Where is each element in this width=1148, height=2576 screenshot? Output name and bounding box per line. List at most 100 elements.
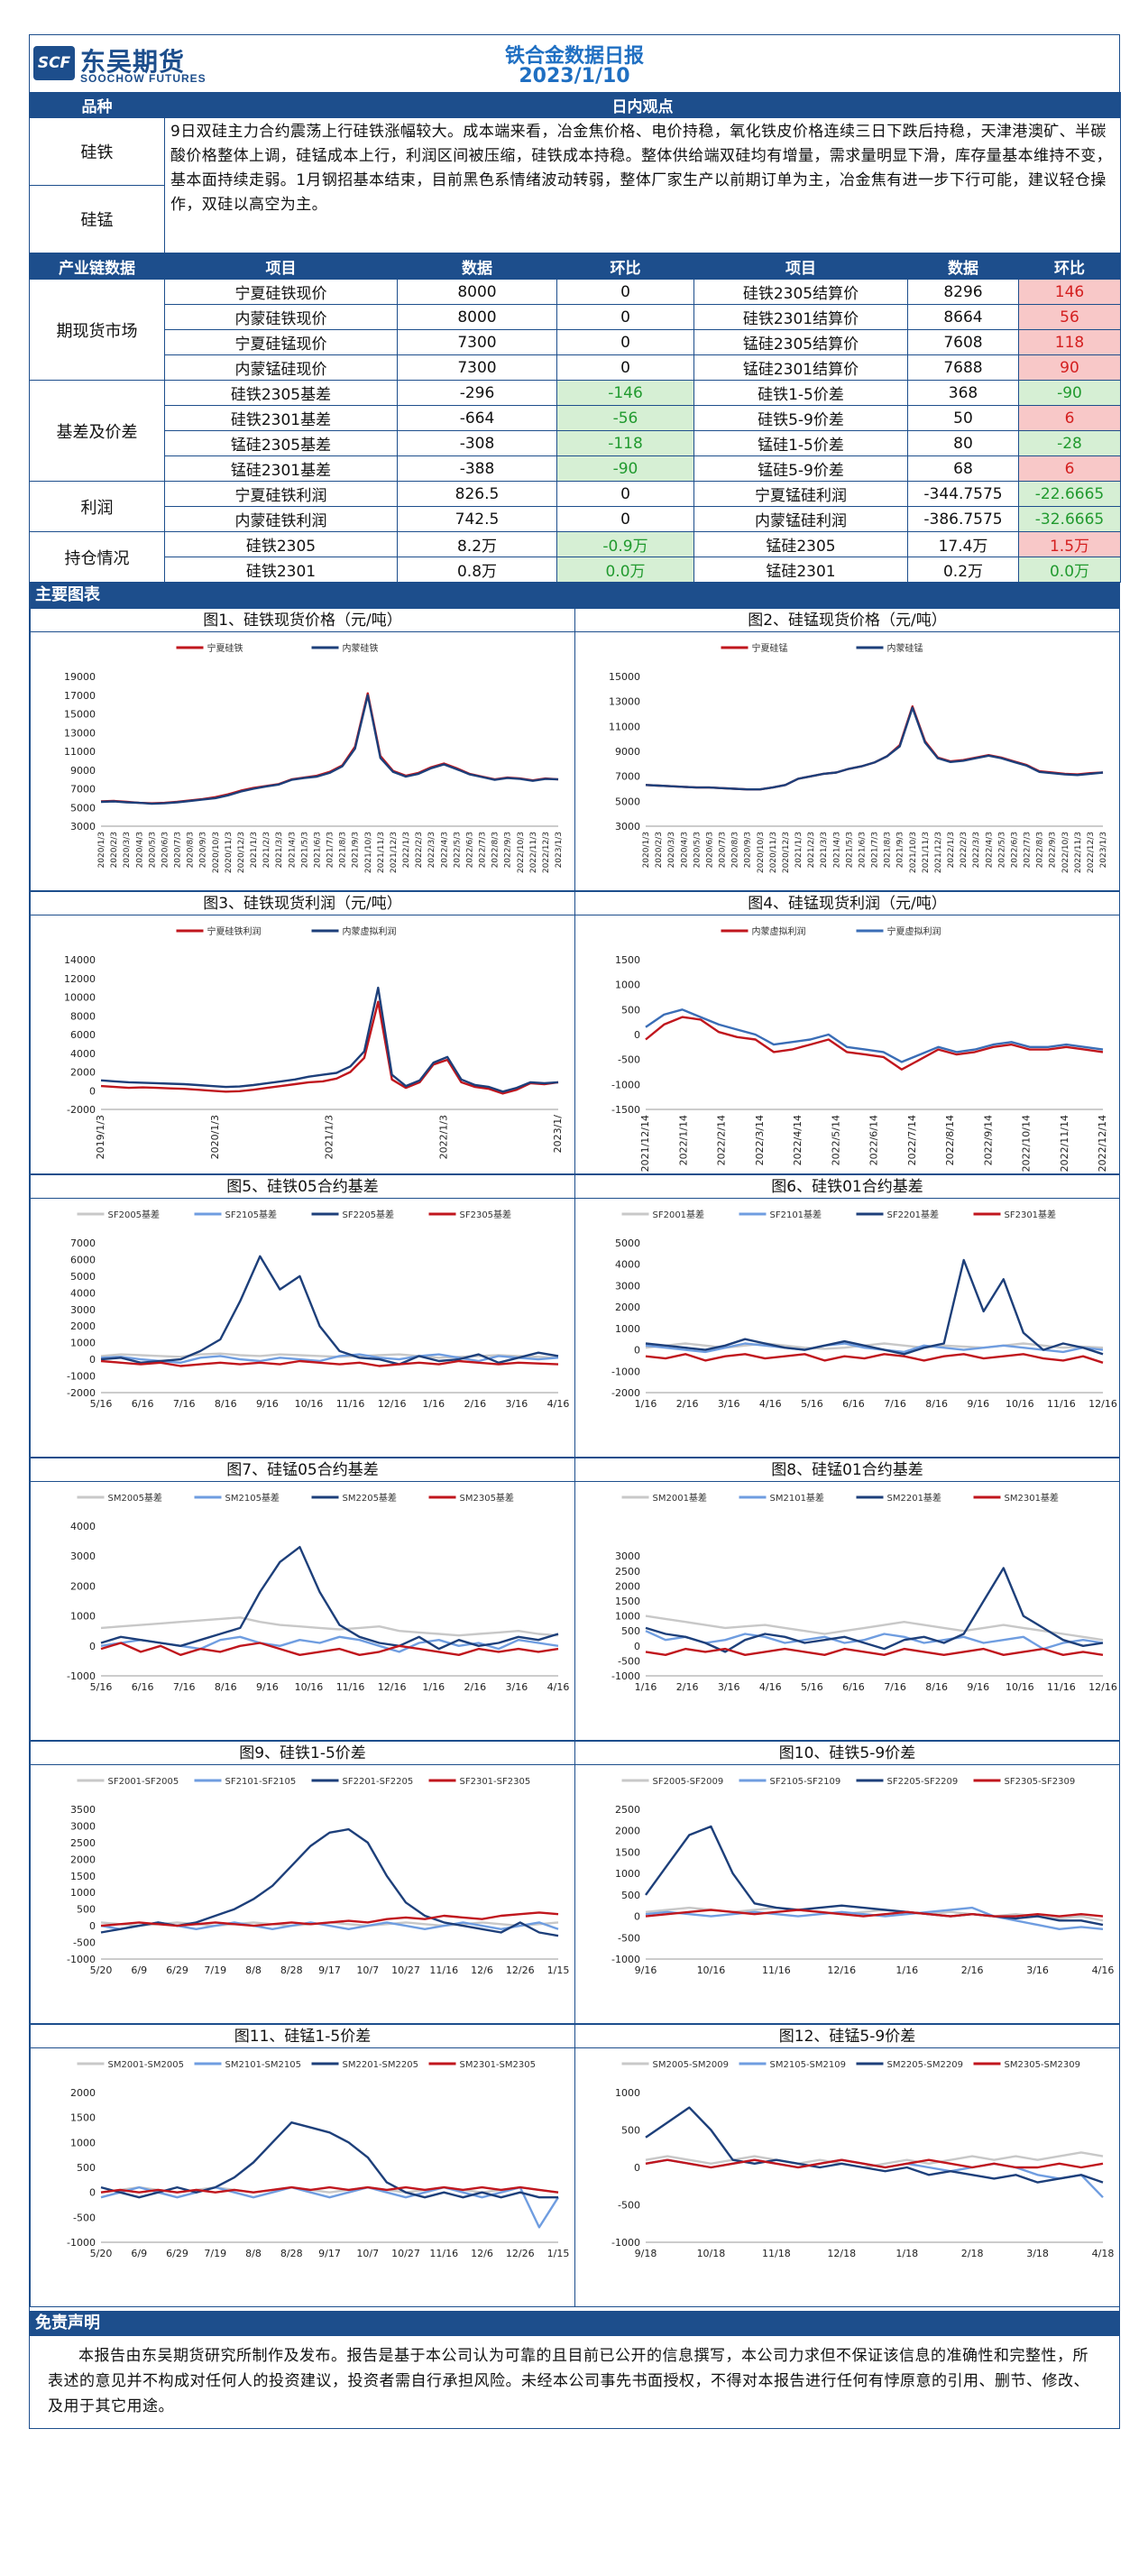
x-tick-label: 6/9	[131, 1964, 147, 1976]
group-label: 期现货市场	[29, 279, 165, 381]
legend-label: SM2101基差	[770, 1492, 824, 1504]
x-tick-label: 11/16	[429, 2248, 458, 2259]
item-name: 锰硅5-9价差	[693, 455, 908, 482]
x-tick-label: 2022/5/3	[997, 832, 1006, 868]
legend-label: SM2005基差	[108, 1492, 162, 1504]
y-tick-label: -500	[618, 1655, 640, 1667]
x-tick-label: 2022/11/3	[529, 832, 538, 873]
x-tick-label: 8/16	[215, 1398, 237, 1410]
y-tick-label: -500	[73, 1937, 96, 1949]
x-tick-label: 12/26	[506, 1964, 535, 1976]
chart-title: 图1、硅铁现货价格（元/吨）	[31, 609, 574, 632]
x-tick-label: 10/7	[356, 1964, 379, 1976]
data-table: 产业链数据 项目 数据 环比 项目 数据 环比 期现货市场 宁夏硅铁现价 8000 0 硅铁2305…	[29, 253, 1121, 583]
chart-panel: 图4、硅锰现货利润（元/吨） 内蒙虚拟利润 宁夏虚拟利润 -1500 -1000 -500…	[574, 891, 1120, 1174]
y-tick-label: 500	[77, 2162, 96, 2174]
y-tick-label: 6000	[70, 1254, 96, 1265]
x-tick-label: 2022/1/14	[677, 1115, 689, 1165]
item-change: -0.9万	[556, 531, 694, 557]
x-tick-label: 1/16	[895, 1964, 918, 1976]
x-tick-label: 1/16	[422, 1398, 445, 1410]
legend-item: SM2005基差	[77, 1492, 162, 1504]
legend-item: 内蒙硅铁	[311, 642, 379, 654]
x-tick-label: 4/16	[547, 1398, 570, 1410]
legend-label: SM2205基差	[343, 1492, 397, 1504]
charts-section-title: 主要图表	[29, 583, 1120, 608]
y-tick-label: 500	[621, 1625, 640, 1637]
y-tick-label: 7000	[615, 771, 640, 783]
data-row: 内蒙硅铁利润 742.5 0 内蒙锰硅利润 -386.7575 -32.6665	[30, 506, 1121, 532]
line-chart: SF2005-SF2009 SF2105-SF2109 SF2205-SF2209 S…	[611, 1777, 1114, 1976]
legend-item: 内蒙虚拟利润	[311, 925, 397, 937]
y-tick-label: 15000	[64, 709, 96, 721]
item-name: 内蒙硅铁利润	[164, 506, 398, 532]
data-col-header: 环比	[1018, 253, 1121, 280]
line-chart: 宁夏硅铁利润 内蒙虚拟利润 -2000 0 2000 4000 6000 8000 10000 1…	[64, 925, 564, 1159]
x-tick-label: 11/16	[336, 1681, 365, 1693]
item-name: 锰硅2305基差	[164, 430, 398, 456]
x-tick-label: 2023/1/3	[555, 832, 564, 868]
report-header: SCF 东吴期货 SOOCHOW FUTURES 铁合金数据日报 2023/1/…	[29, 34, 1120, 92]
legend-label: SM2101-SM2105	[225, 2060, 301, 2070]
x-tick-label: 2022/8/14	[944, 1115, 956, 1165]
item-name: 锰硅2301	[693, 557, 908, 583]
x-tick-label: 10/16	[1006, 1398, 1034, 1410]
series-line	[100, 1255, 559, 1366]
legend-item: SM2105-SM2109	[739, 2060, 846, 2070]
series-line	[645, 706, 1104, 791]
x-tick-label: 4/16	[759, 1681, 782, 1693]
x-tick-label: 3/16	[506, 1681, 528, 1693]
item-value: 17.4万	[907, 531, 1019, 557]
opinion-row-2: 硅锰	[29, 185, 1121, 253]
x-tick-label: 2021/10/3	[364, 832, 373, 873]
item-change: 0	[556, 304, 694, 330]
x-tick-label: 5/20	[90, 2248, 113, 2259]
report-page: SCF 东吴期货 SOOCHOW FUTURES 铁合金数据日报 2023/1/…	[29, 34, 1121, 2429]
legend-label: SM2001基差	[653, 1492, 707, 1504]
item-name: 宁夏硅铁现价	[164, 279, 398, 305]
y-tick-label: -1000	[67, 1954, 96, 1965]
x-tick-label: 2021/7/3	[871, 832, 880, 868]
chart-title: 图4、硅锰现货利润（元/吨）	[575, 892, 1119, 915]
y-tick-label: 15000	[609, 671, 640, 683]
x-tick-label: 9/17	[318, 1964, 341, 1976]
x-tick-label: 2022/5/3	[453, 832, 462, 868]
chart-panel: 图10、硅铁5-9价差 SF2005-SF2009 SF2105-SF2109 SF2…	[574, 1741, 1120, 2024]
item-change: 56	[1018, 304, 1121, 330]
y-tick-label: 1500	[615, 1596, 640, 1607]
chart-title: 图12、硅锰5-9价差	[575, 2025, 1119, 2048]
y-tick-label: 1500	[70, 2112, 96, 2124]
x-tick-label: 2020/5/3	[693, 832, 702, 868]
x-tick-label: 4/18	[1092, 2248, 1115, 2259]
x-tick-label: 2021/8/3	[339, 832, 348, 868]
series-line	[645, 1016, 1104, 1071]
item-name: 宁夏硅锰现价	[164, 329, 398, 355]
x-tick-label: 2019/1/3	[95, 1115, 106, 1159]
x-tick-label: 2020/12/3	[237, 832, 246, 873]
item-name: 硅铁2301	[164, 557, 398, 583]
y-tick-label: 5000	[70, 1271, 96, 1283]
y-tick-label: 1500	[615, 954, 640, 966]
item-name: 内蒙锰硅现价	[164, 354, 398, 381]
legend-label: SF2101-SF2105	[225, 1777, 297, 1787]
x-tick-label: 10/16	[1006, 1681, 1034, 1693]
charts-grid: 图1、硅铁现货价格（元/吨） 宁夏硅铁 内蒙硅铁 3000 5000 7000 9000 11…	[29, 608, 1120, 2311]
y-tick-label: -500	[618, 1054, 640, 1066]
x-tick-label: 3/16	[1026, 1964, 1049, 1976]
y-tick-label: 2500	[615, 1566, 640, 1578]
legend-label: SM2205-SM2209	[887, 2060, 963, 2070]
x-tick-label: 2021/9/3	[352, 832, 361, 868]
y-tick-label: 7000	[70, 784, 96, 796]
x-tick-label: 2020/8/3	[731, 832, 740, 868]
x-tick-label: 12/16	[1088, 1398, 1117, 1410]
legend-item: SF2201-SF2205	[311, 1777, 413, 1787]
opinion-text: 9日双硅主力合约震荡上行硅铁涨幅较大。成本端来看，冶金焦价格、电价持稳，氧化铁皮…	[164, 117, 1121, 253]
data-row: 硅铁2301基差 -664 -56 硅铁5-9价差 50 6	[30, 405, 1121, 431]
y-tick-label: 2000	[615, 1826, 640, 1837]
x-tick-label: 12/16	[378, 1398, 407, 1410]
x-tick-label: 2022/10/3	[1061, 832, 1070, 873]
disclaimer-text: 本报告由东吴期货研究所制作及发布。报告是基于本公司认为可靠的且目前已公开的信息撰…	[48, 2347, 1089, 2415]
item-name: 硅铁1-5价差	[693, 380, 908, 406]
legend-label: SM2201基差	[887, 1492, 941, 1504]
item-name: 宁夏硅铁利润	[164, 481, 398, 507]
